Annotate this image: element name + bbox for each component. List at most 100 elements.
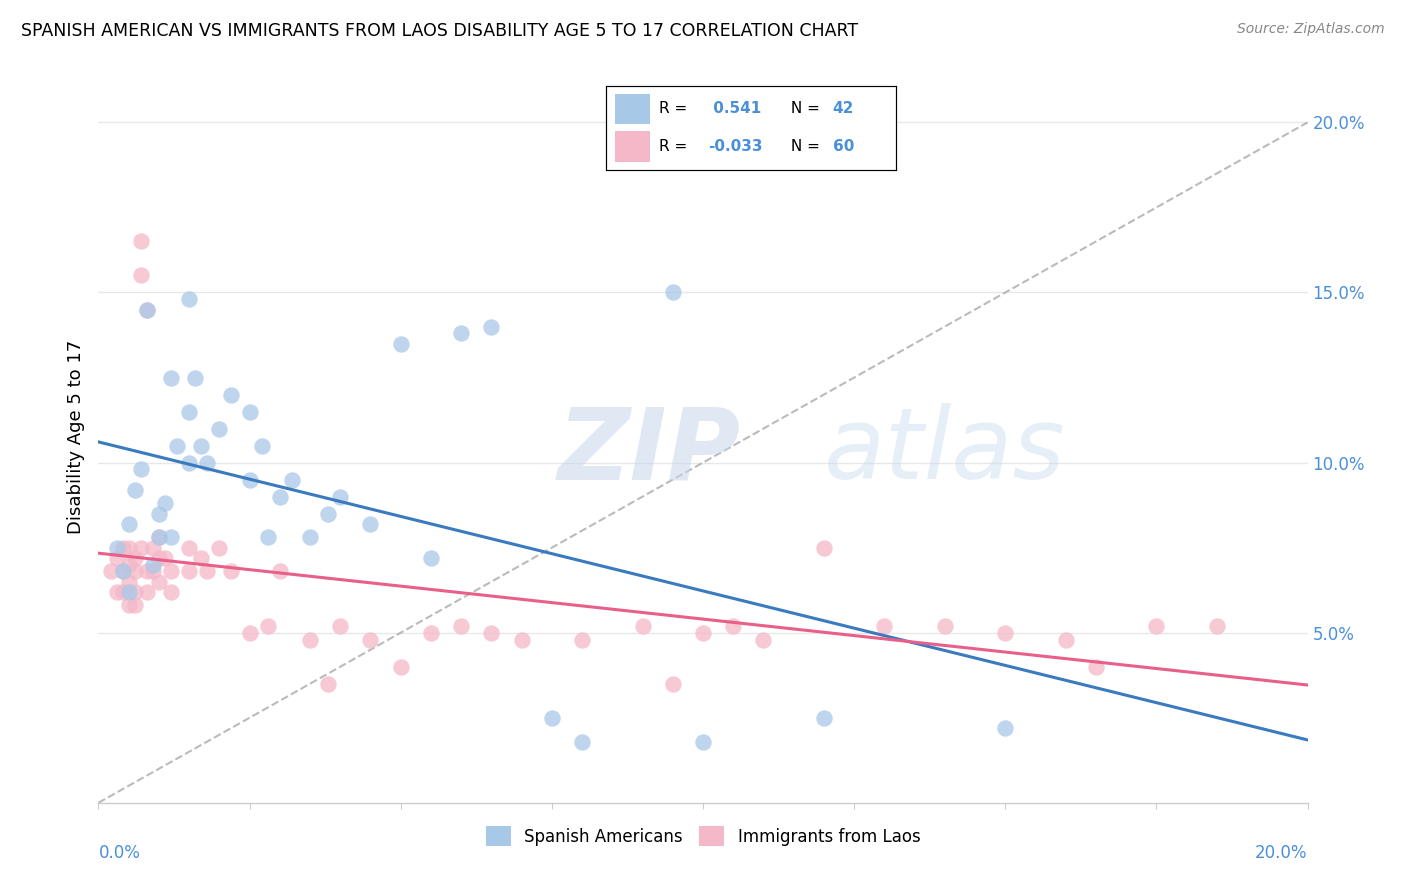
- Text: 0.0%: 0.0%: [98, 844, 141, 862]
- Point: [148, 531, 170, 545]
- Point: [1206, 619, 1229, 633]
- Point: [179, 541, 201, 555]
- Point: [111, 565, 134, 579]
- Point: [111, 565, 134, 579]
- Point: [179, 565, 201, 579]
- Point: [124, 550, 146, 565]
- Point: [692, 625, 714, 640]
- Point: [118, 599, 141, 613]
- Point: [160, 370, 183, 384]
- Point: [208, 541, 231, 555]
- Point: [153, 550, 176, 565]
- Point: [723, 619, 745, 633]
- Point: [124, 585, 146, 599]
- Point: [179, 404, 201, 418]
- Point: [118, 585, 141, 599]
- Point: [360, 516, 382, 531]
- Point: [129, 541, 152, 555]
- Point: [692, 734, 714, 748]
- Point: [510, 632, 533, 647]
- Point: [299, 531, 322, 545]
- Point: [160, 565, 183, 579]
- Point: [661, 677, 683, 691]
- Legend: Spanish Americans, Immigrants from Laos: Spanish Americans, Immigrants from Laos: [479, 820, 927, 853]
- Point: [100, 565, 122, 579]
- Point: [111, 541, 134, 555]
- Point: [124, 483, 146, 497]
- Point: [316, 507, 339, 521]
- Point: [299, 632, 322, 647]
- Point: [118, 516, 141, 531]
- Point: [135, 302, 157, 317]
- Point: [316, 677, 339, 691]
- Point: [256, 531, 278, 545]
- Point: [166, 439, 188, 453]
- Point: [148, 507, 170, 521]
- Point: [269, 565, 291, 579]
- Point: [239, 473, 262, 487]
- Point: [661, 285, 683, 300]
- Point: [752, 632, 775, 647]
- Point: [124, 599, 146, 613]
- Point: [142, 565, 165, 579]
- Point: [221, 387, 243, 401]
- Point: [281, 473, 304, 487]
- Point: [160, 531, 183, 545]
- Point: [148, 574, 170, 589]
- Point: [135, 565, 157, 579]
- Point: [389, 659, 412, 673]
- Point: [481, 319, 503, 334]
- Point: [256, 619, 278, 633]
- Point: [239, 404, 262, 418]
- Point: [135, 302, 157, 317]
- Point: [250, 439, 273, 453]
- Point: [360, 632, 382, 647]
- Point: [148, 550, 170, 565]
- Text: SPANISH AMERICAN VS IMMIGRANTS FROM LAOS DISABILITY AGE 5 TO 17 CORRELATION CHAR: SPANISH AMERICAN VS IMMIGRANTS FROM LAOS…: [21, 22, 858, 40]
- Point: [118, 558, 141, 572]
- Point: [329, 619, 352, 633]
- Y-axis label: Disability Age 5 to 17: Disability Age 5 to 17: [66, 340, 84, 534]
- Point: [105, 585, 128, 599]
- Point: [129, 268, 152, 283]
- Point: [420, 625, 443, 640]
- Point: [994, 721, 1017, 735]
- Point: [420, 550, 443, 565]
- Point: [450, 619, 472, 633]
- Point: [1085, 659, 1108, 673]
- Point: [153, 496, 176, 510]
- Point: [239, 625, 262, 640]
- Point: [129, 235, 152, 249]
- Point: [813, 541, 835, 555]
- Text: 20.0%: 20.0%: [1256, 844, 1308, 862]
- Point: [179, 456, 201, 470]
- Point: [1054, 632, 1077, 647]
- Text: atlas: atlas: [824, 403, 1066, 500]
- Point: [105, 541, 128, 555]
- Point: [190, 439, 212, 453]
- Point: [269, 490, 291, 504]
- Point: [1144, 619, 1167, 633]
- Point: [208, 421, 231, 435]
- Text: Source: ZipAtlas.com: Source: ZipAtlas.com: [1237, 22, 1385, 37]
- Point: [142, 541, 165, 555]
- Point: [129, 462, 152, 476]
- Point: [195, 565, 218, 579]
- Point: [540, 711, 562, 725]
- Point: [873, 619, 896, 633]
- Point: [160, 585, 183, 599]
- Point: [124, 565, 146, 579]
- Point: [221, 565, 243, 579]
- Point: [631, 619, 654, 633]
- Point: [135, 585, 157, 599]
- Point: [813, 711, 835, 725]
- Point: [450, 326, 472, 341]
- Point: [481, 625, 503, 640]
- Point: [105, 550, 128, 565]
- Point: [389, 336, 412, 351]
- Point: [142, 558, 165, 572]
- Point: [934, 619, 956, 633]
- Point: [184, 370, 207, 384]
- Point: [179, 293, 201, 307]
- Point: [329, 490, 352, 504]
